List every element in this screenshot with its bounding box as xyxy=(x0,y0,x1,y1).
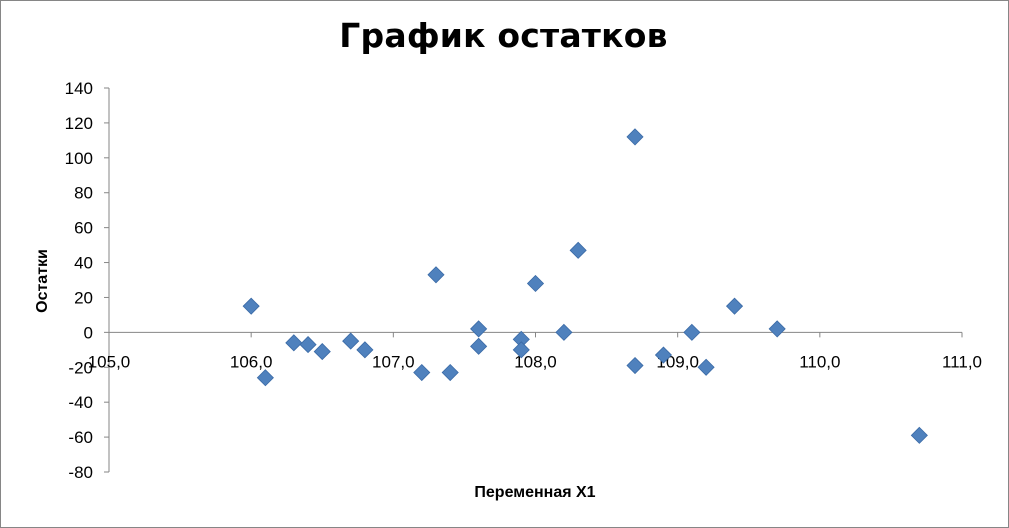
data-point xyxy=(256,369,274,387)
y-tick-label: 140 xyxy=(65,79,93,98)
data-point xyxy=(569,241,587,259)
data-point xyxy=(413,363,431,382)
y-tick-label: 40 xyxy=(74,254,93,273)
y-tick-label: 100 xyxy=(65,149,93,168)
y-tick-label: 120 xyxy=(65,114,93,133)
y-tick-label: 20 xyxy=(74,288,93,307)
axes: -80 -60 -40 -20 0 20 40 60 80 100 120 140 105,0 106,0… xyxy=(65,79,982,482)
data-point xyxy=(725,297,744,315)
y-tick-label: 80 xyxy=(74,184,93,203)
x-tick-label: 105,0 xyxy=(88,352,131,371)
y-tick-label: 0 xyxy=(84,323,93,342)
y-tick-label: -20 xyxy=(68,358,93,377)
y-tick-label: -40 xyxy=(68,393,93,412)
data-point xyxy=(526,274,545,293)
chart-title: График остатков xyxy=(339,16,668,55)
data-point xyxy=(342,332,360,350)
x-axis-title: Переменная X1 xyxy=(474,484,595,501)
data-point xyxy=(910,426,928,444)
x-tick-label: 111,0 xyxy=(942,352,982,371)
y-tick-label: -80 xyxy=(68,463,93,482)
data-point xyxy=(626,356,644,375)
data-point xyxy=(313,342,331,361)
data-points xyxy=(242,128,928,444)
data-point xyxy=(299,336,317,354)
data-point xyxy=(683,323,701,341)
data-point xyxy=(470,320,488,338)
x-tick-label: 106,0 xyxy=(230,352,273,371)
data-point xyxy=(242,297,260,315)
data-point xyxy=(555,323,573,341)
x-tick-label: 107,0 xyxy=(372,352,415,371)
data-point xyxy=(470,337,488,355)
data-point xyxy=(512,341,530,359)
x-tick-label: 108,0 xyxy=(514,352,557,371)
y-axis-title: Остатки xyxy=(34,249,51,313)
y-tick-label: 60 xyxy=(74,219,93,238)
data-point xyxy=(285,334,303,352)
data-point xyxy=(356,341,374,359)
data-point xyxy=(654,346,673,364)
data-point xyxy=(626,128,644,146)
data-point xyxy=(427,266,445,284)
data-point xyxy=(697,358,715,376)
x-tick-label: 110,0 xyxy=(799,352,840,371)
data-point xyxy=(768,320,786,338)
data-point xyxy=(441,363,459,382)
y-tick-label: -60 xyxy=(68,428,93,447)
